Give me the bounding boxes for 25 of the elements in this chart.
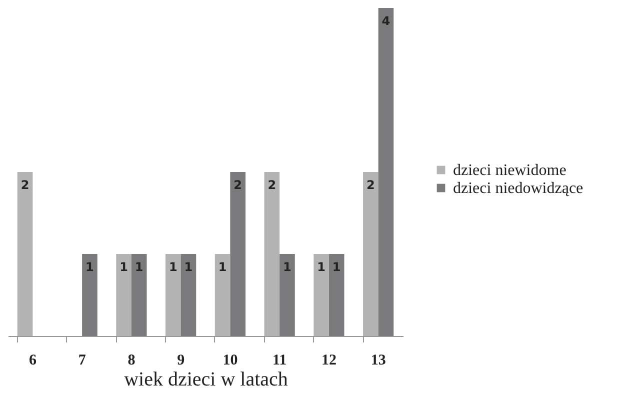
x-tick-label: 6 — [28, 352, 37, 368]
x-tick-label: 13 — [370, 352, 386, 368]
data-label: 2 — [20, 178, 30, 192]
x-axis-title: wiek dzieci w latach — [124, 368, 288, 390]
data-label: 1 — [134, 260, 144, 274]
data-label: 1 — [184, 260, 193, 274]
x-tick-label: 7 — [78, 352, 86, 368]
data-label: 1 — [86, 260, 94, 274]
data-label: 1 — [317, 260, 326, 274]
x-tick-label: 10 — [222, 352, 238, 368]
data-label: 1 — [332, 260, 341, 274]
x-tick-label: 9 — [177, 352, 185, 368]
data-label: 2 — [366, 178, 375, 192]
data-label: 2 — [234, 178, 242, 192]
legend-label: dzieci niedowidzące — [453, 180, 584, 197]
x-tick-label: 12 — [321, 352, 336, 368]
data-label: 2 — [268, 178, 276, 192]
legend-label: dzieci niewidome — [453, 162, 566, 179]
x-tick-label: 11 — [272, 352, 287, 368]
data-label: 1 — [218, 260, 227, 274]
x-tick-label: 8 — [128, 352, 136, 368]
data-label: 1 — [283, 260, 292, 274]
data-label: 1 — [120, 260, 128, 274]
data-label: 4 — [382, 14, 390, 28]
data-label: 1 — [168, 260, 178, 274]
